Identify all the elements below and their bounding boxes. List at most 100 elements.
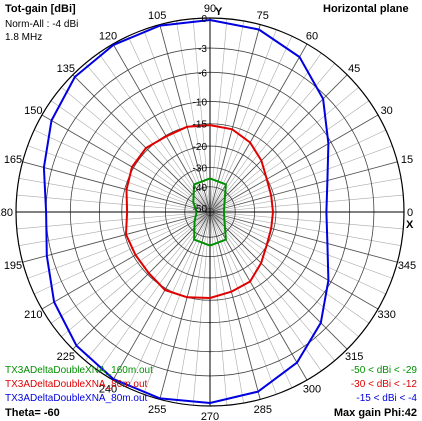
angle-tick-210: 210 <box>24 309 42 321</box>
spoke-350 <box>209 211 402 246</box>
frequency-label: 1.8 MHz <box>5 32 43 43</box>
angle-tick-315: 315 <box>345 351 363 363</box>
angle-tick-240: 240 <box>99 384 117 396</box>
plot-title-quantity: Tot-gain [dBi] <box>5 3 76 15</box>
spoke-175 <box>16 194 211 213</box>
angle-tick-90: 90 <box>204 3 216 15</box>
angle-tick-0: 0 <box>407 207 413 219</box>
spoke-40 <box>209 87 359 213</box>
angle-tick-135: 135 <box>57 63 75 75</box>
spoke-145 <box>50 100 211 213</box>
angle-tick-15: 15 <box>401 154 413 166</box>
angle-tick-180: 180 <box>0 207 13 219</box>
spoke-130 <box>85 63 211 213</box>
spoke-295 <box>209 211 293 388</box>
x-axis-letter: X <box>406 219 414 231</box>
angle-tick-255: 255 <box>148 404 166 416</box>
legend-series-2-name: TX3ADeltaDoubleXNA_80m.out <box>5 379 148 390</box>
angle-tick-195: 195 <box>4 260 22 272</box>
spoke-160 <box>27 145 211 213</box>
spoke-225 <box>72 211 211 350</box>
db-tick--3: -3 <box>198 44 207 55</box>
angle-tick-150: 150 <box>24 105 42 117</box>
legend-series-3-name: TX3ADeltaDoubleXNA_80m.out <box>5 393 148 404</box>
angle-tick-285: 285 <box>254 404 272 416</box>
db-tick--20: -20 <box>193 142 208 153</box>
spoke-20 <box>209 145 393 213</box>
angle-tick-165: 165 <box>4 154 22 166</box>
db-tick-0: 0 <box>201 14 207 25</box>
angle-tick-30: 30 <box>381 105 393 117</box>
spoke-250 <box>143 211 211 395</box>
spoke-165 <box>22 161 211 213</box>
angle-tick-225: 225 <box>57 351 75 363</box>
spoke-255 <box>159 211 211 400</box>
spoke-290 <box>209 211 277 395</box>
db-tick--30: -30 <box>193 163 208 174</box>
spoke-245 <box>127 211 211 388</box>
spoke-50 <box>209 63 335 213</box>
spoke-205 <box>34 211 211 295</box>
spoke-35 <box>209 100 370 213</box>
db-tick--15: -15 <box>193 120 208 131</box>
spoke-185 <box>16 211 211 230</box>
angle-tick-345: 345 <box>398 260 416 272</box>
spoke-150 <box>41 114 211 213</box>
legend-series-3-range: -15 < dBi < -4 <box>356 393 417 404</box>
angle-tick-330: 330 <box>378 309 396 321</box>
spoke-220 <box>61 211 211 337</box>
db-tick--40: -40 <box>193 183 208 194</box>
pattern-curves <box>42 19 330 404</box>
spoke-235 <box>98 211 211 372</box>
legend-series-1-range: -50 < dBi < -29 <box>350 365 417 376</box>
legend-series-2-range: -30 < dBi < -12 <box>350 379 417 390</box>
spoke-345 <box>209 211 398 263</box>
spoke-230 <box>85 211 211 361</box>
spoke-55 <box>209 52 322 213</box>
angle-tick-120: 120 <box>99 30 117 42</box>
spoke-25 <box>209 129 386 213</box>
spoke-190 <box>18 211 211 246</box>
angle-tick-60: 60 <box>306 30 318 42</box>
spoke-320 <box>209 211 359 337</box>
spoke-285 <box>209 211 261 400</box>
normalization-label: Norm-All : -4 dBi <box>5 19 79 30</box>
spoke-135 <box>72 74 211 213</box>
spoke-215 <box>50 211 211 324</box>
angle-tick-300: 300 <box>303 384 321 396</box>
db-tick--50: -50 <box>193 204 208 215</box>
spoke-75 <box>209 24 261 213</box>
spoke-140 <box>61 87 211 213</box>
angle-tick-75: 75 <box>257 10 269 22</box>
spoke-125 <box>98 52 211 213</box>
spoke-30 <box>209 114 379 213</box>
tick-labels: 0 15 30 45 60 75 90 105 120 135 150 165 180 195 210 225… <box>0 3 416 421</box>
spoke-5 <box>209 194 404 213</box>
spoke-210 <box>41 211 211 310</box>
spoke-315 <box>209 211 348 350</box>
spoke-45 <box>209 74 348 213</box>
spoke-70 <box>209 29 277 213</box>
spoke-305 <box>209 211 322 372</box>
angle-tick-45: 45 <box>348 63 360 75</box>
spoke-340 <box>209 211 393 279</box>
spoke-65 <box>209 36 293 213</box>
y-axis-letter: Y <box>215 6 223 18</box>
spoke-325 <box>209 211 370 324</box>
angle-tick-105: 105 <box>148 10 166 22</box>
spoke-355 <box>209 211 404 230</box>
spoke-155 <box>34 129 211 213</box>
theta-label: Theta= -60 <box>5 407 60 419</box>
legend-series-1-name: TX3ADeltaDoubleXNA_160m.out <box>5 365 153 376</box>
spoke-200 <box>27 211 211 279</box>
angle-tick-270: 270 <box>201 411 219 421</box>
spoke-195 <box>22 211 211 263</box>
spoke-10 <box>209 178 402 213</box>
spoke-335 <box>209 211 386 295</box>
plane-label: Horizontal plane <box>323 3 409 15</box>
spoke-170 <box>18 178 211 213</box>
db-tick--10: -10 <box>193 97 208 108</box>
spoke-330 <box>209 211 379 310</box>
spoke-15 <box>209 161 398 213</box>
